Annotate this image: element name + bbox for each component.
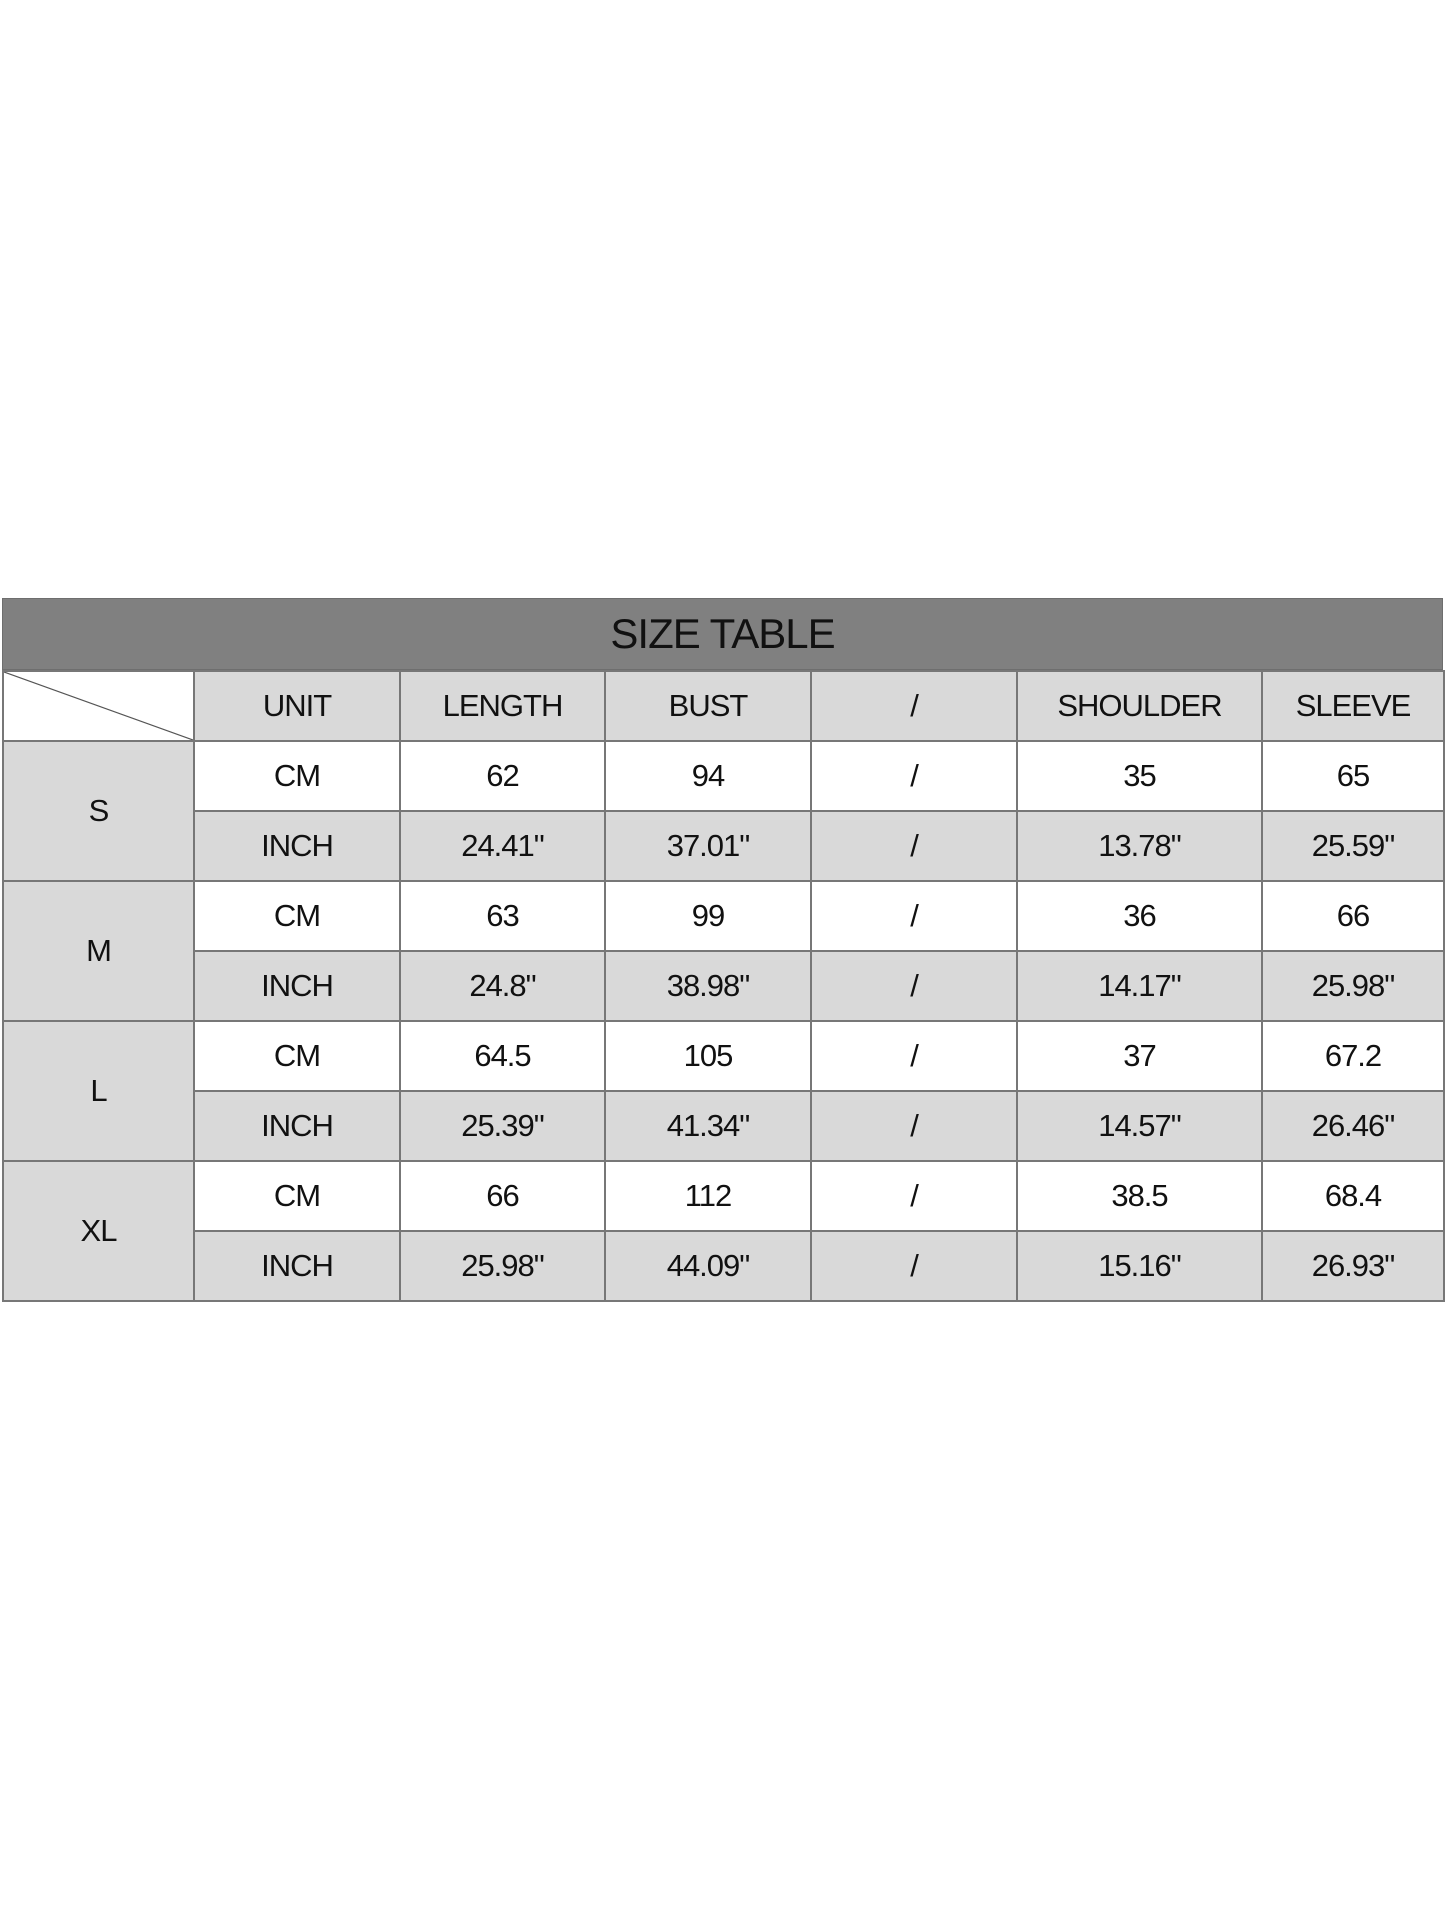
value-cell: 37 [1016,1020,1263,1092]
value-cell: / [810,1020,1018,1092]
value-cell: 112 [604,1160,812,1232]
value-cell: 36 [1016,880,1263,952]
value-cell: 99 [604,880,812,952]
value-cell: / [810,1160,1018,1232]
value-cell: 44.09" [604,1230,812,1302]
size-table: SIZE TABLE UNIT LENGTH BUST / SHOULDER S… [2,598,1445,1302]
value-cell: 105 [604,1020,812,1092]
header-bust: BUST [604,670,812,742]
header-blank: / [810,670,1018,742]
value-cell: 14.17" [1016,950,1263,1022]
size-label: XL [2,1160,195,1302]
size-label: M [2,880,195,1022]
table-row: INCH 25.39" 41.34"/14.57" 26.46" [3,1090,1445,1162]
value-cell: 38.98" [604,950,812,1022]
table-row: L CM 64.5 105/37 67.2 [2,1020,1445,1162]
value-cell: 25.39" [399,1090,606,1162]
table-row: S CM 62 94/35 65 [2,740,1445,882]
value-cell: / [810,810,1018,882]
unit-cell: INCH [193,810,401,882]
value-cell: 26.46" [1261,1090,1445,1162]
header-unit: UNIT [193,670,401,742]
value-cell: 13.78" [1016,810,1263,882]
value-cell: / [810,1230,1018,1302]
value-cell: / [810,1090,1018,1162]
value-cell: 24.8" [399,950,606,1022]
unit-cell: INCH [193,950,401,1022]
unit-cell: INCH [193,1090,401,1162]
unit-cell: INCH [193,1230,401,1302]
corner-cell [2,670,195,742]
value-cell: 25.98" [399,1230,606,1302]
table-title: SIZE TABLE [2,598,1443,670]
value-cell: 68.4 [1261,1160,1445,1232]
header-sleeve: SLEEVE [1261,670,1445,742]
header-length: LENGTH [399,670,606,742]
value-cell: / [810,950,1018,1022]
value-cell: 25.98" [1261,950,1445,1022]
header-shoulder: SHOULDER [1016,670,1263,742]
table-row: INCH 25.98" 44.09"/15.16" 26.93" [3,1230,1445,1302]
unit-cell: CM [193,880,401,952]
value-cell: 63 [399,880,606,952]
size-label: S [2,740,195,882]
table-row: INCH 24.8" 38.98"/14.17" 25.98" [3,950,1445,1022]
value-cell: 24.41" [399,810,606,882]
unit-cell: CM [193,1020,401,1092]
header-row: UNIT LENGTH BUST / SHOULDER SLEEVE [2,670,1445,742]
value-cell: 15.16" [1016,1230,1263,1302]
size-label: L [2,1020,195,1162]
unit-cell: CM [193,740,401,812]
table-row: INCH 24.41" 37.01"/13.78" 25.59" [3,810,1445,882]
value-cell: 25.59" [1261,810,1445,882]
value-cell: 94 [604,740,812,812]
value-cell: 65 [1261,740,1445,812]
value-cell: / [810,880,1018,952]
value-cell: 35 [1016,740,1263,812]
value-cell: 64.5 [399,1020,606,1092]
unit-cell: CM [193,1160,401,1232]
value-cell: 41.34" [604,1090,812,1162]
value-cell: 38.5 [1016,1160,1263,1232]
value-cell: 62 [399,740,606,812]
value-cell: / [810,740,1018,812]
value-cell: 26.93" [1261,1230,1445,1302]
table-row: XL CM 66 112/38.5 68.4 [2,1160,1445,1302]
table-row: M CM 63 99/36 66 [2,880,1445,1022]
value-cell: 67.2 [1261,1020,1445,1092]
value-cell: 66 [1261,880,1445,952]
value-cell: 66 [399,1160,606,1232]
value-cell: 14.57" [1016,1090,1263,1162]
value-cell: 37.01" [604,810,812,882]
